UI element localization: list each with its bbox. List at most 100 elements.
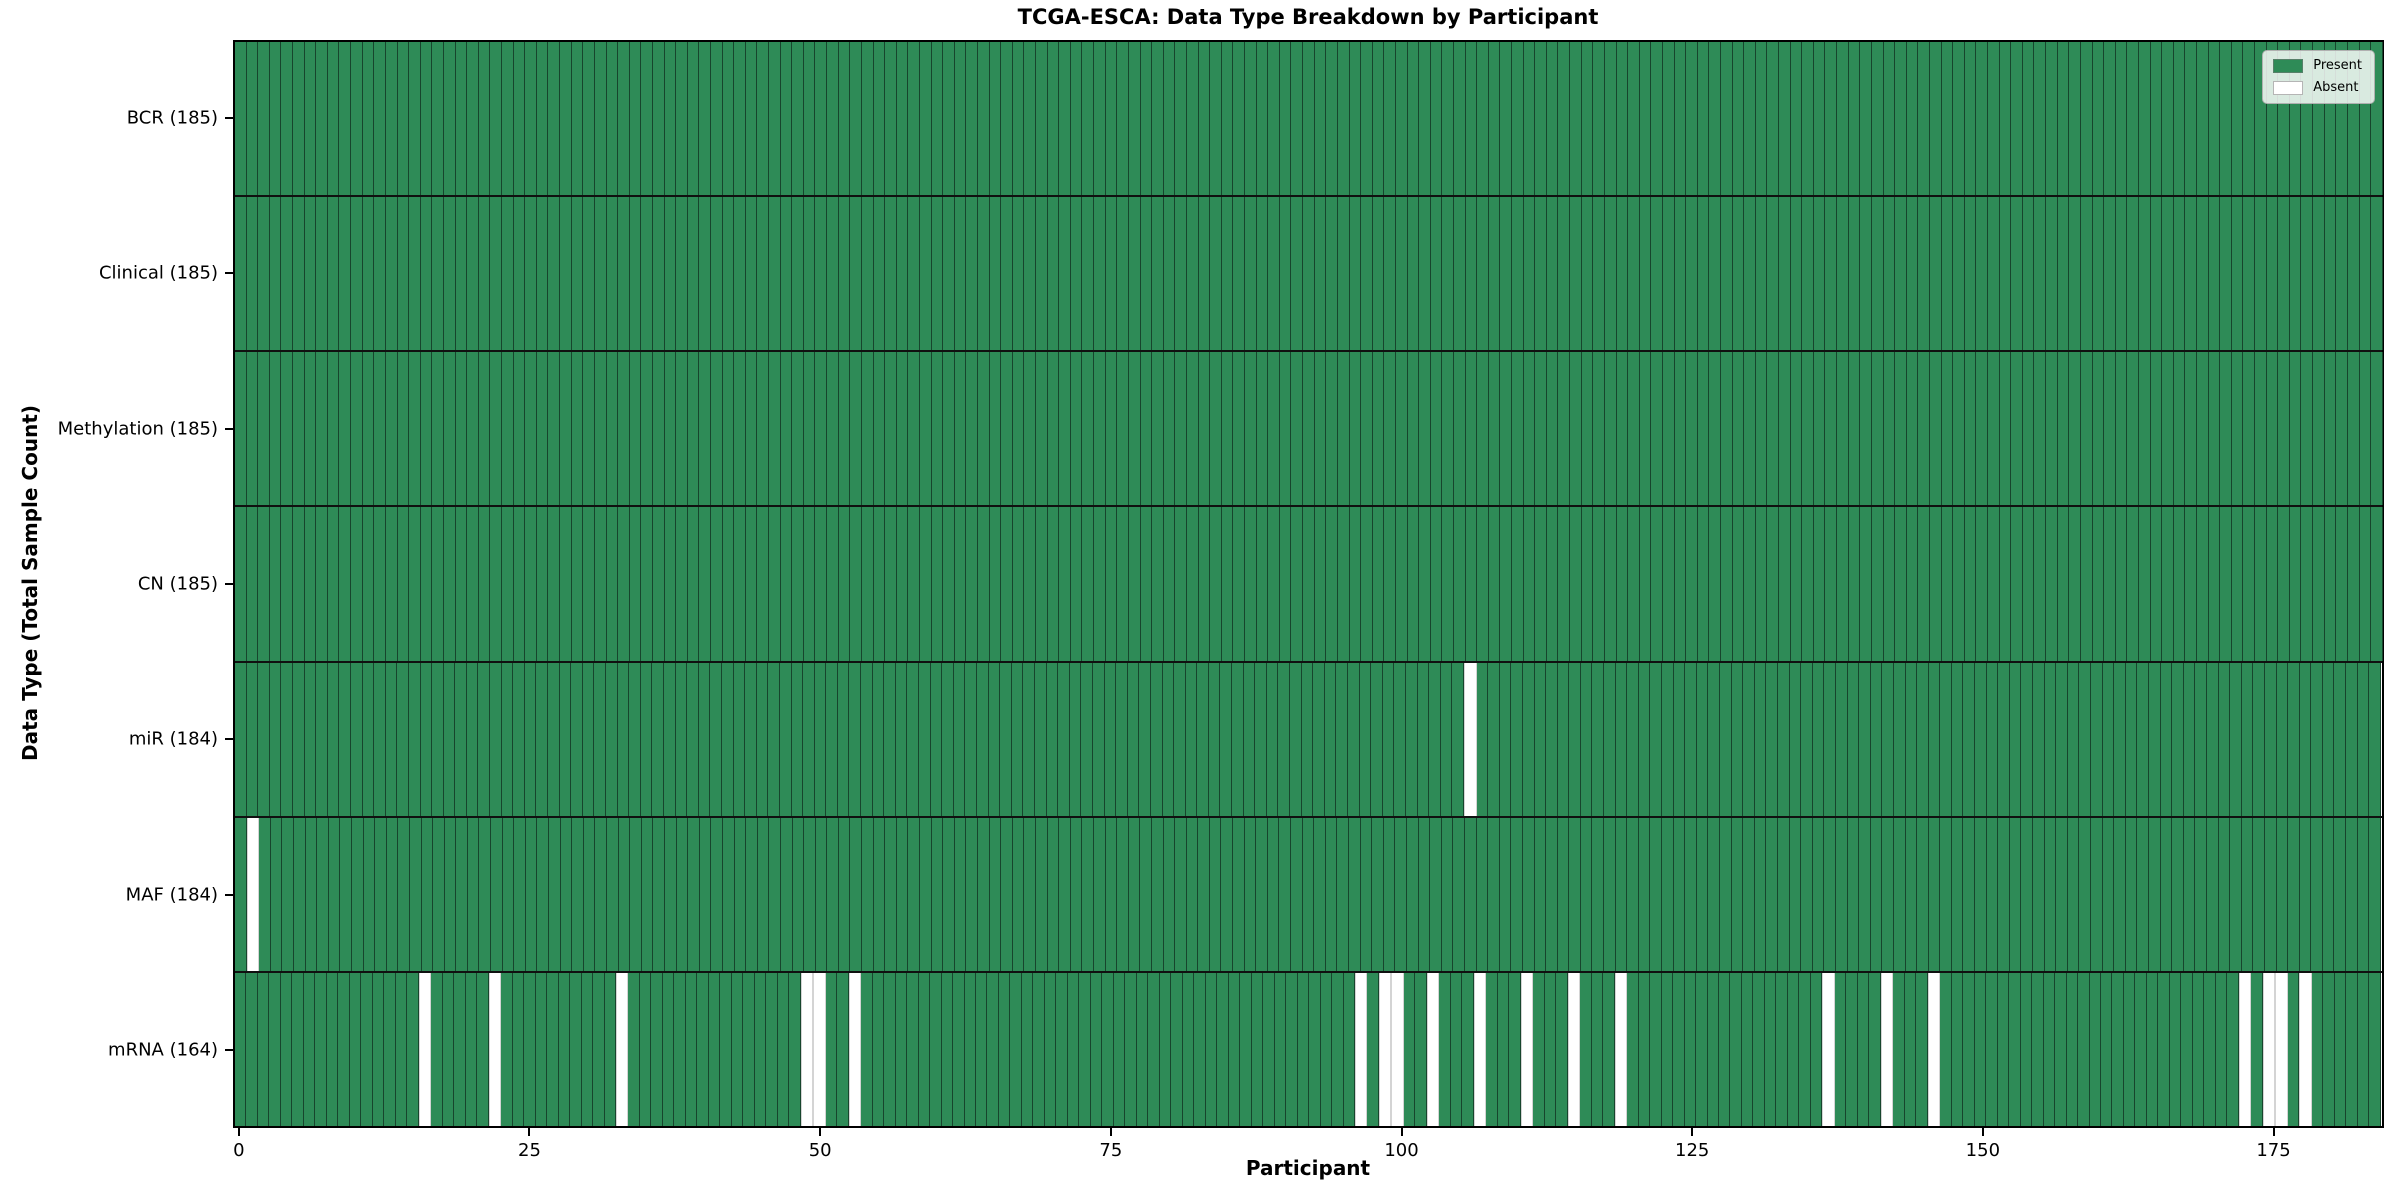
bar-cell (1360, 817, 1373, 971)
x-axis-tick (1691, 1128, 1694, 1136)
bar-cell (918, 972, 931, 1126)
bar-cell (1662, 662, 1674, 816)
bar-cell (978, 42, 990, 196)
bar-cell (1743, 817, 1755, 971)
bar-cell (1558, 507, 1571, 661)
bar-cell (1024, 817, 1036, 971)
bar-cell (397, 197, 410, 351)
bar-cell (618, 507, 630, 661)
bar-cell (1810, 972, 1823, 1126)
bar-cell (757, 507, 770, 661)
bar-cell (1171, 972, 1183, 1126)
bar-cell (490, 662, 502, 816)
bar-cell (558, 972, 571, 1126)
bar-cell (1001, 817, 1013, 971)
bar-cell (662, 972, 675, 1126)
bar-cell (502, 817, 515, 971)
bar-cell (1895, 197, 1907, 351)
bar-cell (1686, 197, 1698, 351)
bar-cell (1442, 42, 1454, 196)
bar-cell (1963, 817, 1976, 971)
bar-cell (1627, 972, 1639, 1126)
bar-cell (2146, 972, 2159, 1126)
bar-cell (1534, 662, 1547, 816)
bar-cell (2115, 197, 2128, 351)
bar-cell (1976, 352, 1989, 506)
bar-cell (535, 972, 548, 1126)
bar-cell (2069, 352, 2081, 506)
bar-cell (1520, 972, 1534, 1126)
bar-cell (2289, 197, 2302, 351)
bar-cell (2150, 197, 2163, 351)
bar-cell (2104, 42, 2116, 196)
bar-cell (258, 662, 270, 816)
bar-cell (1801, 662, 1813, 816)
bar-cell (1731, 817, 1744, 971)
bar-cell (327, 507, 340, 661)
bar-cell (2148, 662, 2161, 816)
bar-cell (720, 972, 732, 1126)
bar-cell (1895, 42, 1907, 196)
bar-cell (1709, 197, 1721, 351)
bar-cell (1558, 197, 1571, 351)
bar-cell (372, 972, 385, 1126)
bar-cell (1314, 42, 1327, 196)
bar-cell (525, 507, 537, 661)
bar-cell (1210, 197, 1222, 351)
bar-cell (490, 42, 503, 196)
bar-cell (676, 817, 689, 971)
bar-cell (803, 197, 816, 351)
bar-cell (2046, 507, 2058, 661)
bar-cell (548, 507, 561, 661)
bar-cell (989, 42, 1002, 196)
bar-cell (1882, 662, 1894, 816)
bar-cell (339, 352, 352, 506)
bar-cell (1639, 42, 1652, 196)
bar-cell (943, 352, 955, 506)
bar-cell (1546, 42, 1559, 196)
bar-cell (1152, 42, 1164, 196)
bar-cell (2192, 972, 2205, 1126)
bar-cell (338, 972, 350, 1126)
bar-cell (2009, 662, 2022, 816)
bar-cell (339, 197, 352, 351)
bar-cell (1628, 352, 1640, 506)
bar-cell (931, 42, 944, 196)
bar-cell (1326, 197, 1338, 351)
bar-cell (514, 817, 526, 971)
bar-cell (2127, 42, 2139, 196)
bar-cell (1415, 972, 1427, 1126)
bar-cell (362, 352, 375, 506)
bar-cell (1382, 662, 1395, 816)
bar-cell (1361, 42, 1373, 196)
bar-cell (757, 42, 770, 196)
bar-cell (779, 662, 792, 816)
bar-cell (1125, 972, 1137, 1126)
bar-cell (327, 662, 340, 816)
bar-cell (304, 507, 317, 661)
bar-cell (743, 972, 755, 1126)
bar-cell (1477, 507, 1489, 661)
bar-cell (1941, 507, 1954, 661)
bar-cell (1023, 662, 1035, 816)
bar-cell (1332, 972, 1344, 1126)
bar-cell (257, 972, 270, 1126)
bar-cell (1210, 42, 1222, 196)
bar-cell (1837, 507, 1849, 661)
bar-cell (1372, 507, 1385, 661)
bar-cell (698, 662, 711, 816)
bar-cell (1790, 352, 1803, 506)
bar-cell (1291, 352, 1304, 506)
bar-cell (943, 197, 955, 351)
bar-cell (1140, 507, 1153, 661)
bar-cell (1744, 42, 1756, 196)
bar-cell (420, 507, 433, 661)
bar-cell (351, 42, 363, 196)
bar-cell (2346, 972, 2358, 1126)
bar-cell (407, 972, 419, 1126)
bar-cell (789, 972, 801, 1126)
bar-cell (837, 662, 850, 816)
bar-cell (1497, 972, 1510, 1126)
bar-cell (1662, 817, 1674, 971)
bar-cell (258, 352, 270, 506)
